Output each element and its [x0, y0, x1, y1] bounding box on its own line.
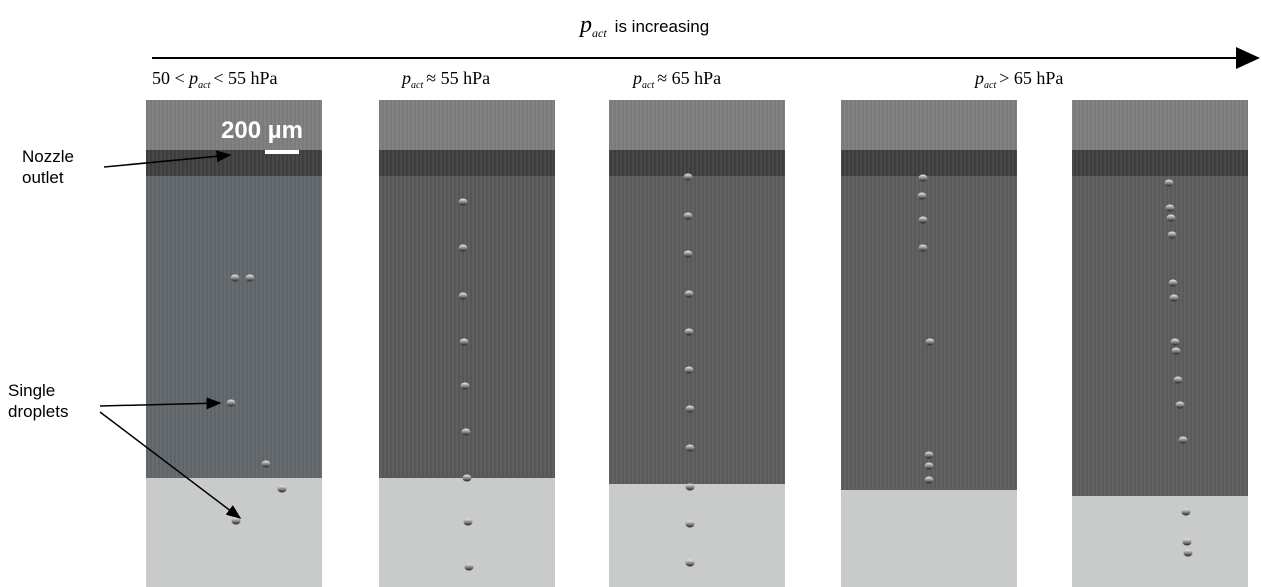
droplet	[1168, 279, 1178, 287]
droplet	[1169, 294, 1179, 302]
subscript: act	[642, 80, 654, 91]
line: Nozzle	[22, 147, 74, 166]
subscript: act	[198, 80, 210, 91]
photo-panel	[379, 100, 555, 587]
droplet	[684, 366, 694, 374]
droplet	[461, 428, 471, 436]
droplet	[685, 444, 695, 452]
panel-labels: 50 < pact < 55 hPa pact ≈ 55 hPa pact ≈ 65 hP…	[152, 68, 1063, 91]
droplet	[277, 485, 287, 493]
droplet	[684, 290, 694, 298]
droplet	[683, 173, 693, 181]
droplet	[685, 405, 695, 413]
droplet	[463, 518, 473, 526]
annotation: Single droplets	[8, 381, 68, 421]
photo-panel	[841, 100, 1017, 587]
subscript: act	[592, 26, 607, 40]
droplet	[458, 244, 468, 252]
droplet	[245, 274, 255, 282]
droplet	[925, 338, 935, 346]
droplet	[1170, 338, 1180, 346]
suffix: > 65 hPa	[999, 68, 1063, 88]
pointer-arrow	[99, 411, 242, 519]
photo-texture	[841, 100, 1017, 490]
arrow-head	[1236, 47, 1260, 69]
droplet	[924, 451, 934, 459]
suffix: ≈ 55 hPa	[426, 68, 490, 88]
droplet	[460, 382, 470, 390]
droplet	[917, 192, 927, 200]
photo-panel	[146, 100, 322, 587]
droplet	[685, 559, 695, 567]
suffix: < 55 hPa	[213, 68, 277, 88]
arrow-label: pact is increasing	[578, 12, 709, 40]
photo-texture	[1072, 100, 1248, 496]
droplet	[459, 338, 469, 346]
subscript: act	[984, 80, 996, 91]
annotation: Nozzle outlet	[22, 147, 79, 187]
subscript: act	[411, 80, 423, 91]
droplet	[230, 274, 240, 282]
droplet	[462, 474, 472, 482]
droplet	[918, 244, 928, 252]
droplet	[261, 460, 271, 468]
pointer-arrow	[99, 397, 222, 410]
droplet	[683, 212, 693, 220]
line: droplets	[8, 402, 68, 421]
droplet	[1178, 436, 1188, 444]
droplet	[1183, 549, 1193, 557]
droplet	[685, 483, 695, 491]
photo-panel	[609, 100, 785, 587]
droplet	[1164, 179, 1174, 187]
droplet	[1165, 204, 1175, 212]
line: outlet	[22, 168, 64, 187]
droplet	[231, 517, 241, 525]
panel-label: pact ≈ 55 hPa	[400, 68, 490, 91]
text: is increasing	[615, 17, 710, 36]
droplet	[464, 563, 474, 571]
variable: p	[578, 12, 592, 38]
droplet	[1181, 508, 1191, 516]
variable: p	[973, 68, 984, 88]
droplet	[918, 216, 928, 224]
droplet	[458, 198, 468, 206]
droplet	[1171, 347, 1181, 355]
photo-panels	[146, 100, 1248, 587]
pointer-arrow	[103, 150, 232, 168]
variable: p	[631, 68, 642, 88]
droplet	[1175, 401, 1185, 409]
variable: p	[187, 68, 198, 88]
scale-bar-label: 200 µm	[221, 117, 303, 144]
droplet	[683, 250, 693, 258]
photo-texture	[146, 100, 322, 478]
variable: p	[400, 68, 411, 88]
droplet	[1166, 214, 1176, 222]
droplet	[684, 328, 694, 336]
photo-texture	[609, 100, 785, 484]
droplet	[924, 476, 934, 484]
droplet	[1167, 231, 1177, 239]
droplet	[458, 292, 468, 300]
droplet	[226, 399, 236, 407]
suffix: ≈ 65 hPa	[657, 68, 721, 88]
panel-label: pact > 65 hPa	[973, 68, 1063, 91]
droplet	[918, 174, 928, 182]
photo-panel	[1072, 100, 1248, 587]
droplet	[685, 520, 695, 528]
panel-label: 50 < pact < 55 hPa	[152, 68, 278, 91]
photo-texture	[379, 100, 555, 478]
line: Single	[8, 381, 55, 400]
scale-bar	[265, 150, 299, 154]
panel-label: pact ≈ 65 hPa	[631, 68, 721, 91]
droplet	[1182, 538, 1192, 546]
droplet	[1173, 376, 1183, 384]
prefix: 50 <	[152, 68, 185, 88]
droplet	[924, 462, 934, 470]
